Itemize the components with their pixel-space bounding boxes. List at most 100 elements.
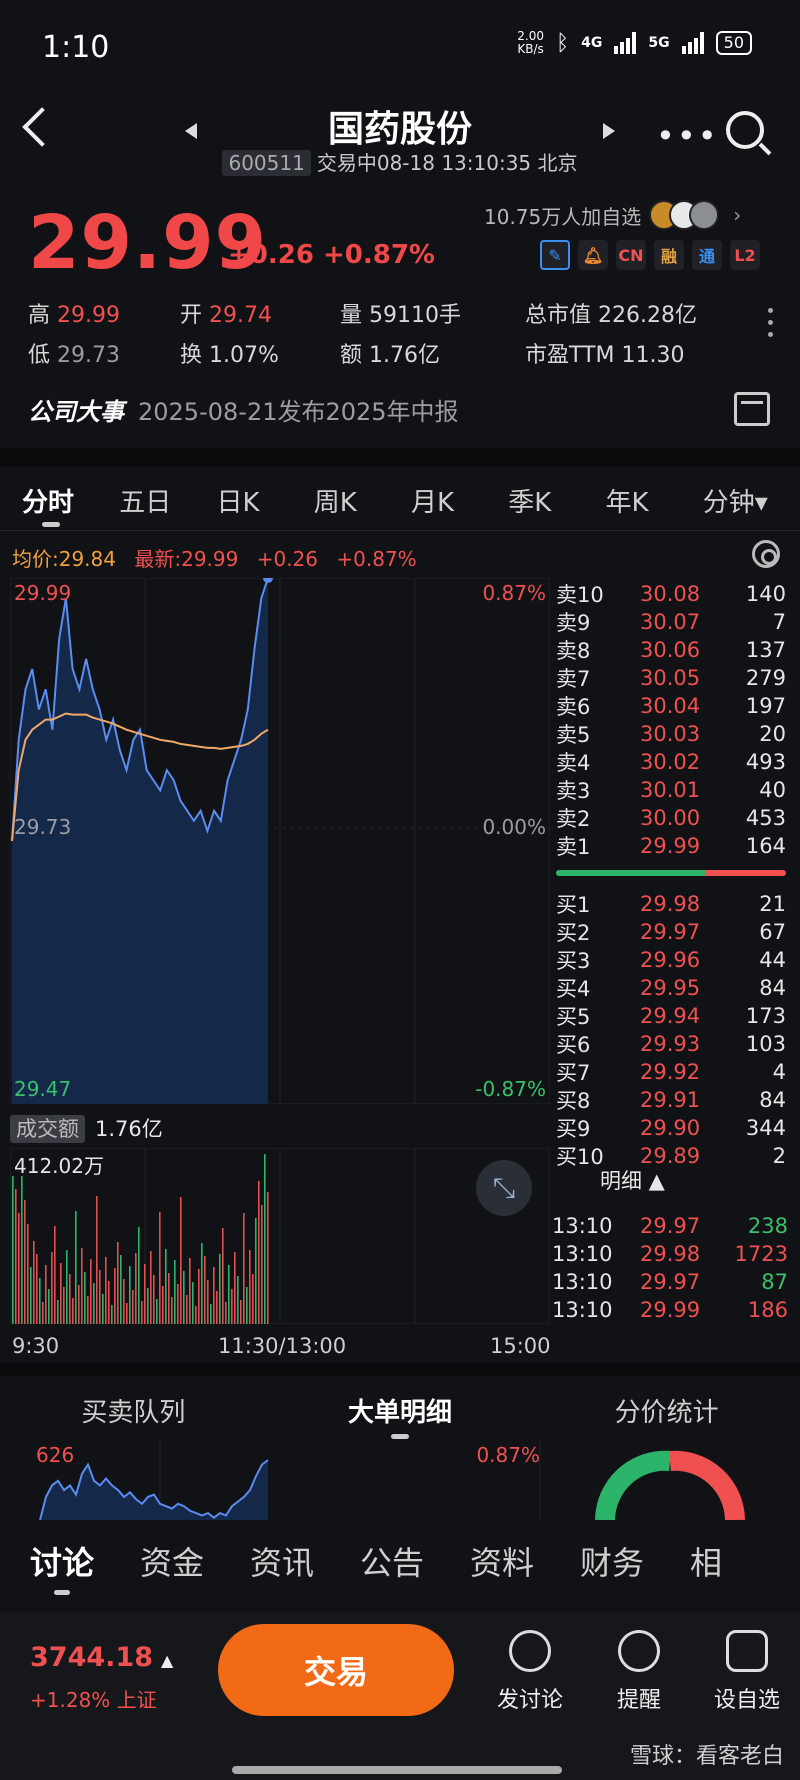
home-indicator[interactable]: [232, 1766, 562, 1774]
settings-icon[interactable]: [752, 540, 780, 568]
y-left-top: 29.99: [14, 581, 71, 605]
volume-bar: [93, 1283, 95, 1324]
period-tab-3[interactable]: 周K: [313, 487, 357, 518]
intraday-chart[interactable]: 29.99 29.73 29.47 0.87% 0.00% -0.87%: [10, 578, 550, 1104]
discuss-button[interactable]: 发讨论: [485, 1630, 575, 1714]
volume-bar: [162, 1286, 164, 1324]
prev-stock-icon[interactable]: [185, 123, 197, 139]
ask-label: 卖7: [556, 667, 591, 691]
remind-label: 提醒: [616, 1688, 661, 1713]
section-tab-1[interactable]: 大单明细: [267, 1378, 534, 1448]
content-tab-0[interactable]: 讨论: [30, 1520, 140, 1610]
volume-bar: [204, 1256, 206, 1324]
trade-detail-toggle[interactable]: 明细 ▲: [600, 1169, 665, 1193]
ask-row[interactable]: 卖2 30.00 453: [556, 804, 786, 832]
bid-row[interactable]: 买7 29.92 4: [556, 1058, 786, 1086]
ask-row[interactable]: 卖6 30.04 197: [556, 692, 786, 720]
x-label-close: 15:00: [490, 1334, 551, 1358]
bid-row[interactable]: 买3 29.96 44: [556, 946, 786, 974]
bid-row[interactable]: 买2 29.97 67: [556, 918, 786, 946]
ask-row[interactable]: 卖10 30.08 140: [556, 580, 786, 608]
volume-bar: [186, 1295, 188, 1324]
volume-bar: [165, 1249, 167, 1324]
bid-label: 买1: [556, 893, 591, 917]
period-tab-1[interactable]: 五日: [119, 487, 172, 518]
volume-bar: [105, 1257, 107, 1324]
period-tab-7[interactable]: 分钟▾: [702, 487, 768, 518]
volume-bar: [210, 1304, 212, 1324]
volume-bar: [234, 1252, 236, 1324]
tick-vol: 238: [747, 1214, 788, 1238]
volume-max: 412.02万: [14, 1154, 104, 1178]
bid-row[interactable]: 买6 29.93 103: [556, 1030, 786, 1058]
section-tab-2[interactable]: 分价统计: [614, 1398, 719, 1428]
period-tab-6[interactable]: 年K: [605, 487, 649, 518]
trade-button[interactable]: 交易: [218, 1624, 454, 1716]
index-value-row[interactable]: 3744.18 ▲: [30, 1642, 173, 1673]
bid-row[interactable]: 买9 29.90 344: [556, 1114, 786, 1142]
y-left-mid: 29.73: [14, 815, 71, 839]
tick-price: 29.99: [640, 1298, 701, 1322]
badge-connect[interactable]: 通: [692, 240, 722, 270]
x-label-mid: 11:30/13:00: [218, 1334, 347, 1358]
badge-margin[interactable]: 融: [654, 240, 684, 270]
bid-row[interactable]: 买8 29.91 84: [556, 1086, 786, 1114]
bid-row[interactable]: 买5 29.94 173: [556, 1002, 786, 1030]
tick-vol: 1723: [734, 1242, 788, 1266]
more-icon[interactable]: •••: [656, 117, 719, 155]
followers-row[interactable]: 10.75万人加自选 ›: [484, 200, 741, 230]
period-tab-2[interactable]: 日K: [216, 487, 260, 518]
ask-price: 30.01: [640, 778, 701, 802]
badge-l2[interactable]: L2: [730, 240, 760, 270]
volume-chart[interactable]: [10, 1148, 550, 1324]
calendar-icon[interactable]: [734, 392, 770, 426]
price-area: [12, 578, 268, 1104]
edit-note-icon[interactable]: ✎: [540, 240, 570, 270]
ask-row[interactable]: 卖4 30.02 493: [556, 748, 786, 776]
content-tab-3[interactable]: 公告: [360, 1544, 425, 1582]
ask-row[interactable]: 卖7 30.05 279: [556, 664, 786, 692]
volume-bar: [33, 1241, 35, 1324]
bell-icon[interactable]: 🔔︎: [578, 240, 608, 270]
period-tab-5[interactable]: 季K: [508, 487, 552, 518]
avatar: [689, 200, 720, 230]
volume-bar: [222, 1228, 224, 1324]
volume-bar: [57, 1300, 59, 1324]
bid-label: 买2: [556, 921, 591, 945]
ask-row[interactable]: 卖5 30.03 20: [556, 720, 786, 748]
badges: ✎ 🔔︎ CN 融 通 L2: [540, 240, 760, 270]
kebab-menu-icon[interactable]: [768, 308, 773, 337]
volume-bar: [75, 1211, 77, 1324]
volume-bar: [114, 1268, 116, 1324]
alarm-icon: [618, 1630, 660, 1672]
period-tab-4[interactable]: 月K: [411, 487, 455, 518]
volume-bar: [21, 1176, 23, 1324]
ask-row[interactable]: 卖1 29.99 164: [556, 832, 786, 860]
bid-row[interactable]: 买1 29.98 21: [556, 890, 786, 918]
remind-button[interactable]: 提醒: [594, 1630, 684, 1714]
content-tab-6[interactable]: 相: [690, 1544, 723, 1582]
watchlist-button[interactable]: 设自选: [702, 1630, 792, 1714]
expand-icon[interactable]: ⤡: [476, 1160, 532, 1216]
next-stock-icon[interactable]: [603, 123, 615, 139]
ask-row[interactable]: 卖8 30.06 137: [556, 636, 786, 664]
bid-row[interactable]: 买4 29.95 84: [556, 974, 786, 1002]
content-tab-5[interactable]: 财务: [580, 1544, 645, 1582]
badge-cn[interactable]: CN: [616, 240, 646, 270]
content-tab-2[interactable]: 资讯: [250, 1544, 315, 1582]
period-tab-0[interactable]: 分时: [22, 482, 119, 527]
bid-ask-ratio-bar: [556, 870, 786, 876]
last-point: [263, 578, 273, 583]
bid-row[interactable]: 买10 29.89 2: [556, 1142, 786, 1170]
ask-row[interactable]: 卖3 30.01 40: [556, 776, 786, 804]
content-tab-1[interactable]: 资金: [140, 1544, 205, 1582]
volume-bar: [120, 1255, 122, 1324]
volume-bar: [96, 1196, 98, 1324]
company-event[interactable]: 公司大事 2025-08-21发布2025年中报: [28, 392, 459, 427]
content-tab-4[interactable]: 资料: [470, 1544, 535, 1582]
x-label-open: 9:30: [12, 1334, 60, 1358]
ask-row[interactable]: 卖9 30.07 7: [556, 608, 786, 636]
search-icon[interactable]: [726, 111, 764, 149]
section-tab-0[interactable]: 买卖队列: [81, 1398, 186, 1428]
latest-price: 最新:29.99: [134, 547, 239, 571]
